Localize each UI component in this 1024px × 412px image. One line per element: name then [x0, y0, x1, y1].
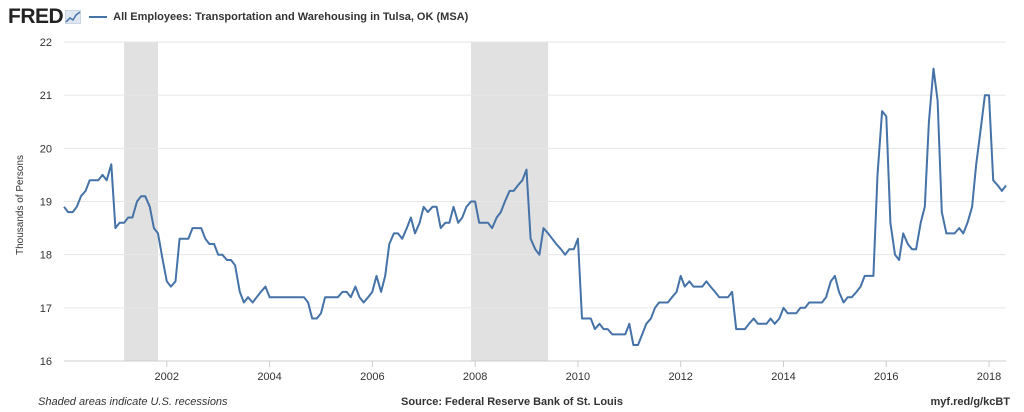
trend-chart-icon [65, 10, 82, 24]
x-tick-label-2018: 2018 [977, 371, 1001, 383]
y-axis: 16 17 18 19 20 21 22 [40, 37, 52, 368]
x-tick-label-2012: 2012 [668, 371, 692, 383]
x-tick-label-2006: 2006 [360, 371, 384, 383]
x-tick-label-2014: 2014 [771, 371, 795, 383]
y-tick-label-16: 16 [40, 356, 52, 368]
series-title: All Employees: Transportation and Wareho… [113, 11, 469, 23]
x-axis: 2002 2004 2006 2008 2010 2012 2014 2016 2018 [155, 361, 1001, 383]
legend-entry[interactable]: All Employees: Transportation and Wareho… [89, 11, 468, 23]
y-tick-label-22: 22 [40, 37, 52, 49]
recession-note: Shaded areas indicate U.S. recessions [38, 396, 228, 408]
series-layer [63, 67, 1007, 346]
source-note: Source: Federal Reserve Bank of St. Loui… [401, 396, 623, 408]
x-tick-label-2008: 2008 [463, 371, 487, 383]
grid-lines [64, 41, 1006, 362]
y-tick-label-19: 19 [40, 197, 52, 209]
y-tick-label-20: 20 [40, 143, 52, 155]
x-tick-label-2002: 2002 [155, 371, 179, 383]
fred-logo[interactable]: FRED [8, 5, 89, 29]
short-url-link[interactable]: myf.red/g/kcBT [930, 396, 1010, 408]
y-tick-label-18: 18 [40, 250, 52, 262]
legend-swatch [89, 16, 108, 18]
series-line-1[interactable] [63, 67, 1007, 346]
chart-header: FRED All Employees: Transportation and W… [8, 4, 468, 30]
logo-text: FRED [8, 5, 64, 28]
y-tick-label-17: 17 [40, 303, 52, 315]
x-tick-label-2004: 2004 [257, 371, 281, 383]
x-tick-label-2010: 2010 [566, 371, 590, 383]
x-tick-label-2016: 2016 [874, 371, 898, 383]
y-axis-label: Thousands of Persons [15, 155, 26, 255]
y-tick-label-21: 21 [40, 90, 52, 102]
